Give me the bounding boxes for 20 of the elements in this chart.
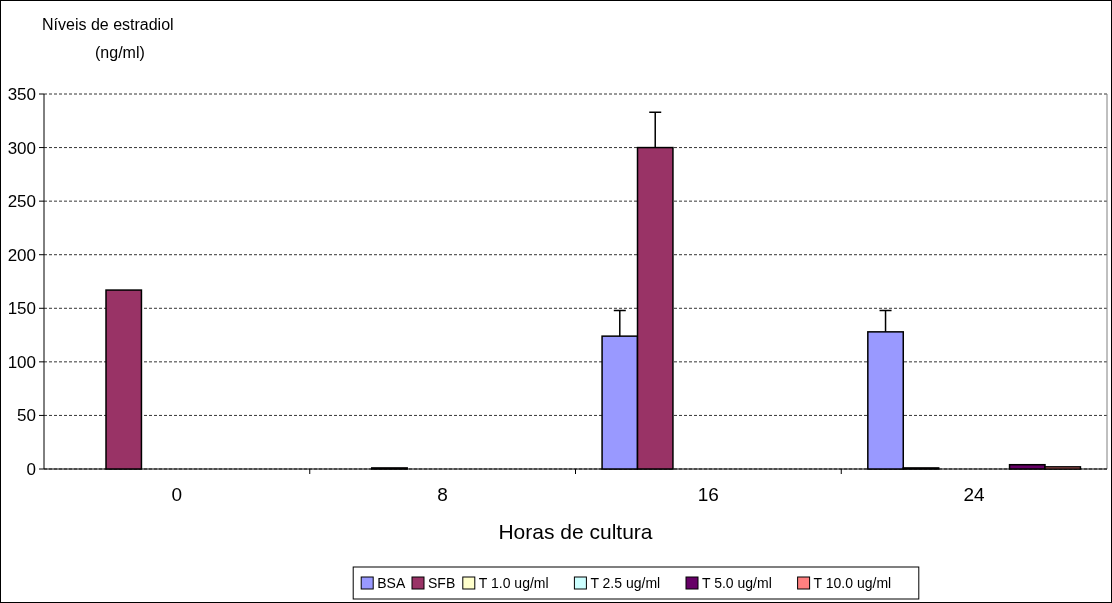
legend-label: BSA — [377, 574, 406, 591]
x-axis-title: Horas de cultura — [498, 520, 653, 543]
y-tick-label: 250 — [7, 192, 36, 212]
x-tick-label: 16 — [697, 484, 719, 505]
y-tick-label: 50 — [17, 406, 36, 426]
y-tick-label: 300 — [7, 138, 36, 158]
legend-label: T 2.5 ug/ml — [590, 574, 661, 591]
x-tick-label: 0 — [171, 484, 183, 505]
y-tick-label: 350 — [7, 84, 36, 104]
x-tick-label: 24 — [963, 484, 986, 505]
legend-label: SFB — [428, 574, 456, 591]
y-axis-title: Níveis de estradiol (ng/ml) — [42, 16, 174, 61]
legend-label: T 5.0 ug/ml — [702, 574, 772, 591]
x-tick-label: 8 — [437, 484, 448, 505]
y-tick-label: 150 — [7, 299, 36, 319]
y-tick-label: 200 — [7, 245, 36, 265]
y-tick-label: 100 — [7, 352, 36, 372]
legend-label: T 10.0 ug/ml — [813, 574, 892, 591]
y-tick-label: 0 — [26, 459, 36, 479]
legend-label: T 1.0 ug/ml — [478, 574, 549, 591]
